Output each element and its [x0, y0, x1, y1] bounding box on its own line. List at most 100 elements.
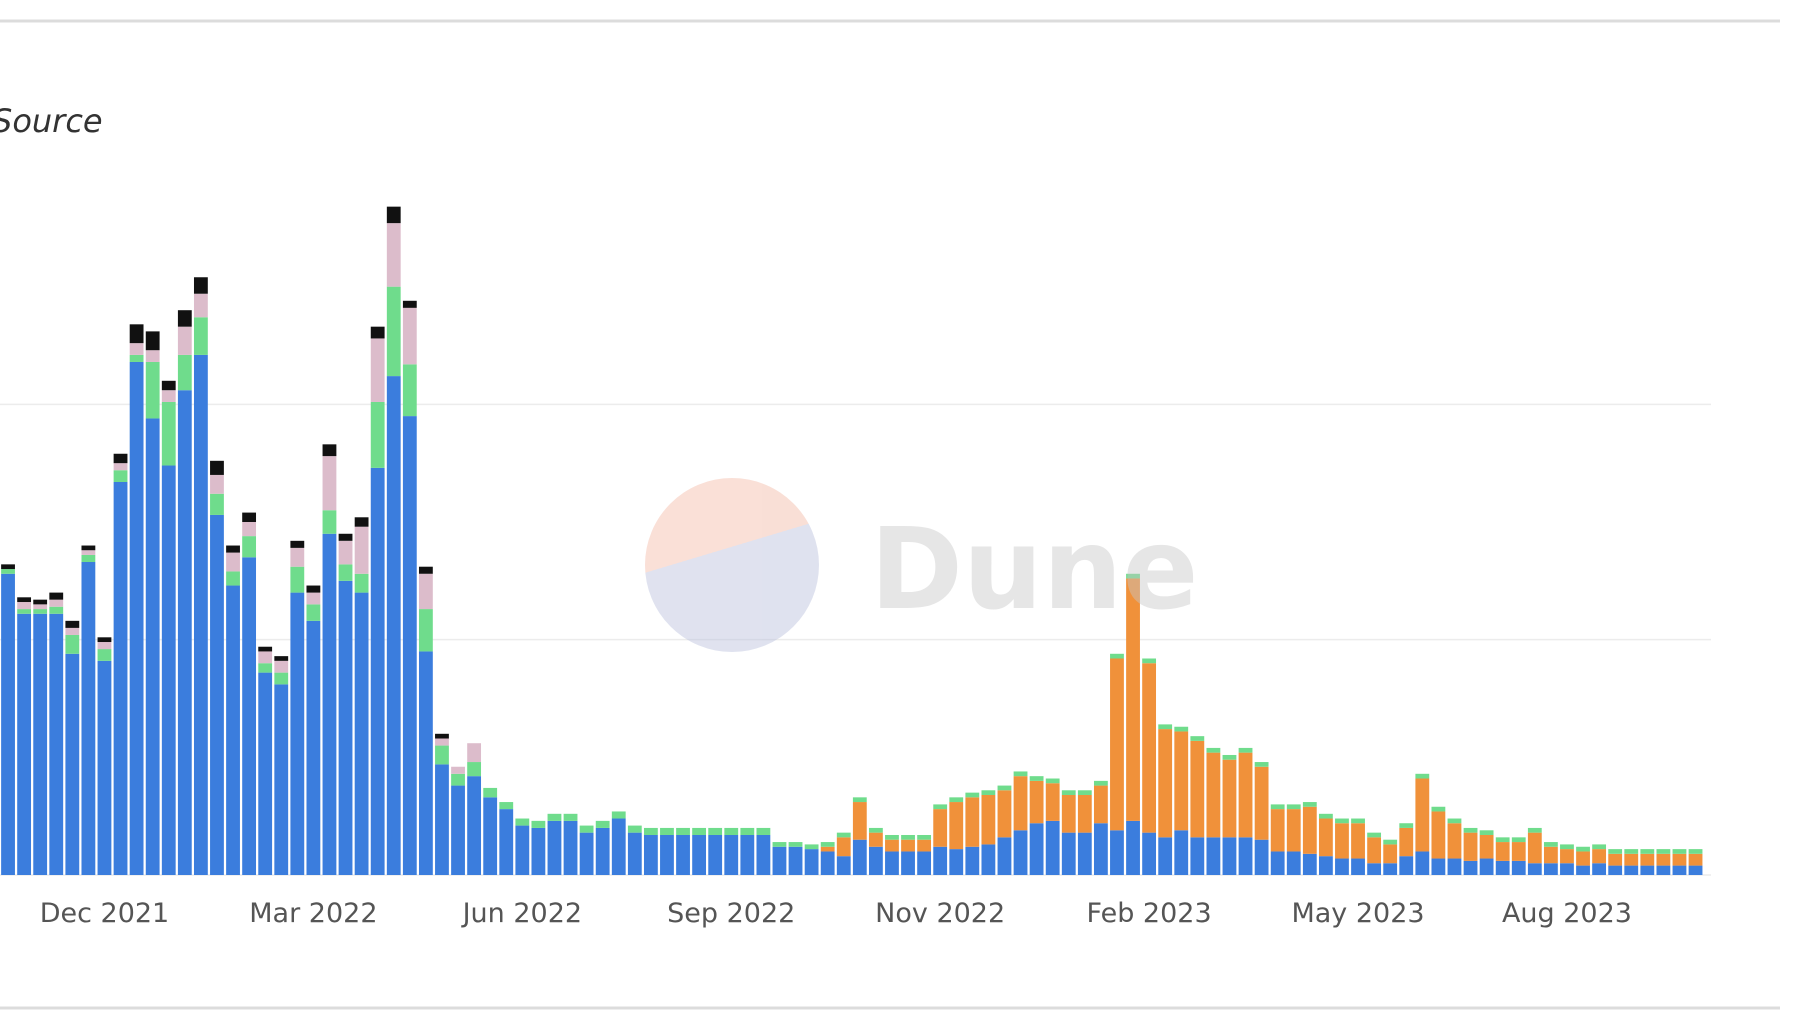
- bar-segment: [804, 849, 819, 875]
- bar-segment: [933, 809, 948, 847]
- bar-segment: [1672, 853, 1687, 866]
- bar-segment: [1543, 863, 1558, 875]
- bar-segment: [290, 540, 305, 548]
- bar-segment: [1527, 827, 1542, 833]
- bar-segment: [193, 293, 208, 318]
- bar-segment: [1479, 830, 1494, 835]
- bar-segment: [788, 842, 803, 847]
- bar-segment: [129, 354, 144, 362]
- bar-segment: [1335, 818, 1349, 824]
- bar-segment: [1431, 811, 1446, 859]
- x-tick-label: May 2023: [1291, 898, 1424, 929]
- bar-segment: [852, 839, 867, 875]
- bar-segment: [65, 627, 80, 635]
- bar-segment: [1608, 849, 1623, 854]
- bar-segment: [1511, 837, 1526, 843]
- bar-segment: [1431, 858, 1446, 875]
- bar-segment: [820, 846, 835, 852]
- bar-segment: [370, 326, 385, 339]
- bar-segment: [836, 832, 851, 838]
- bar-segment: [1206, 752, 1221, 838]
- bar-segment: [1254, 839, 1269, 875]
- bar-segment: [1061, 794, 1076, 833]
- bar-segment: [981, 844, 996, 875]
- bar-segment: [274, 656, 289, 661]
- bar-segment: [547, 820, 562, 875]
- bar-segment: [965, 797, 980, 847]
- bar-segment: [290, 566, 305, 593]
- bar-segment: [1158, 837, 1173, 875]
- bar-segment: [386, 223, 401, 287]
- bar-segment: [1543, 842, 1558, 847]
- bar-segment: [901, 851, 915, 875]
- bar-segment: [885, 851, 899, 875]
- bar-segment: [193, 354, 208, 875]
- bar-segment: [1335, 823, 1349, 859]
- bar-segment: [467, 743, 482, 763]
- bar-segment: [772, 846, 787, 875]
- bar-segment: [1447, 823, 1462, 859]
- bar-segment: [1672, 849, 1687, 854]
- bar-segment: [65, 634, 80, 654]
- bar-segment: [1222, 837, 1237, 875]
- bar-segment: [868, 846, 883, 875]
- bar-segment: [1367, 837, 1382, 864]
- bar-segment: [129, 343, 144, 355]
- bar-segment: [1479, 834, 1494, 859]
- bar-segment: [418, 609, 433, 652]
- bar-segment: [483, 787, 498, 798]
- bar-segment: [226, 552, 240, 572]
- bar-segment: [1110, 653, 1124, 659]
- bar-segment: [917, 834, 932, 840]
- watermark-text: Dune: [870, 505, 1198, 635]
- bar-segment: [338, 540, 353, 565]
- bar-segment: [370, 467, 385, 875]
- bar-segment: [290, 547, 305, 567]
- bar-segment: [997, 790, 1012, 838]
- bar-segment: [17, 613, 32, 875]
- bar-segment: [177, 354, 192, 391]
- bar-segment: [579, 832, 594, 875]
- bar-segment: [193, 317, 208, 355]
- bar-segment: [113, 470, 128, 482]
- bar-segment: [322, 533, 337, 875]
- bar-segment: [338, 564, 353, 581]
- bar-segment: [1061, 832, 1076, 875]
- bar-segment: [1560, 863, 1574, 875]
- bar-segment: [1527, 832, 1542, 864]
- bar-segment: [740, 834, 755, 875]
- bar-segment: [1077, 794, 1092, 833]
- bar-segment: [306, 620, 321, 875]
- bar-segment: [1, 569, 15, 574]
- bar-segment: [435, 745, 449, 765]
- bar-segment: [531, 820, 546, 828]
- bar-segment: [949, 849, 964, 875]
- bar-segment: [33, 613, 48, 875]
- bar-segment: [1576, 851, 1590, 866]
- bar-segment: [161, 390, 176, 402]
- bar-segment: [81, 550, 96, 555]
- bar-segment: [1077, 790, 1092, 795]
- bar-segment: [1013, 830, 1028, 875]
- bar-segment: [1656, 853, 1671, 866]
- bar-segment: [1367, 832, 1382, 838]
- bar-segment: [1463, 832, 1478, 861]
- bar-segment: [306, 585, 321, 593]
- bar-segment: [1222, 754, 1237, 760]
- bar-segment: [563, 813, 578, 821]
- bar-segment: [1093, 823, 1108, 875]
- bar-segment: [1367, 863, 1382, 875]
- bar-segment: [1351, 823, 1365, 859]
- bar-segment: [1415, 773, 1430, 779]
- bar-segment: [193, 277, 208, 294]
- bar-segment: [451, 766, 465, 774]
- bar-segment: [1688, 865, 1703, 875]
- bar-segment: [676, 834, 690, 875]
- bar-segment: [1174, 830, 1189, 875]
- bar-segment: [708, 827, 723, 835]
- bar-segment: [274, 684, 289, 875]
- bar-segment: [1, 564, 15, 570]
- bar-segment: [81, 545, 96, 551]
